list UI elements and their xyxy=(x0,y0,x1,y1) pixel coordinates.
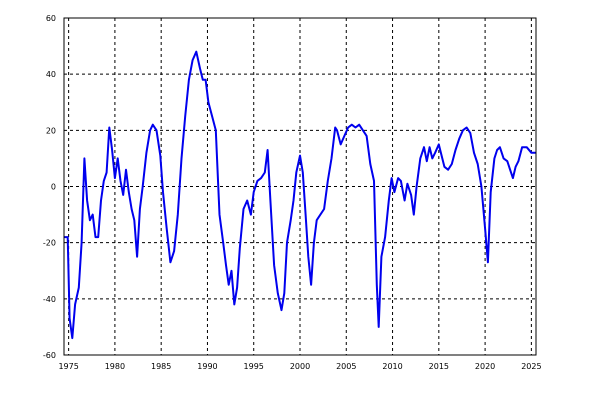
series-layer xyxy=(63,50,537,340)
grid xyxy=(64,18,536,355)
x-tick-label: 2010 xyxy=(382,362,402,371)
y-axis-ticks: -60 -40 -20 0 20 40 60 xyxy=(43,14,56,360)
x-tick-label: 2005 xyxy=(336,362,356,371)
series-line xyxy=(63,50,537,340)
x-tick-label: 1985 xyxy=(151,362,171,371)
y-tick-label: -40 xyxy=(43,295,56,304)
x-tick-label: 1975 xyxy=(58,362,78,371)
y-tick-label: 20 xyxy=(46,126,56,135)
x-tick-label: 1980 xyxy=(105,362,125,371)
y-tick-label: 40 xyxy=(46,70,56,79)
y-tick-label: -60 xyxy=(43,351,56,360)
y-tick-label: -20 xyxy=(43,239,56,248)
plot-area-frame xyxy=(63,17,537,356)
x-tick-label: 1990 xyxy=(197,362,217,371)
y-tick-label: 0 xyxy=(51,183,56,192)
x-axis-ticks: 1975 1980 1985 1990 1995 2000 2005 2010 2015 2020… xyxy=(58,362,541,371)
x-tick-label: 1995 xyxy=(244,362,264,371)
y-tick-label: 60 xyxy=(46,14,56,23)
x-tick-label: 2020 xyxy=(475,362,495,371)
x-tick-label: 2000 xyxy=(290,362,310,371)
x-tick-label: 2015 xyxy=(429,362,449,371)
x-tick-label: 2025 xyxy=(521,362,541,371)
